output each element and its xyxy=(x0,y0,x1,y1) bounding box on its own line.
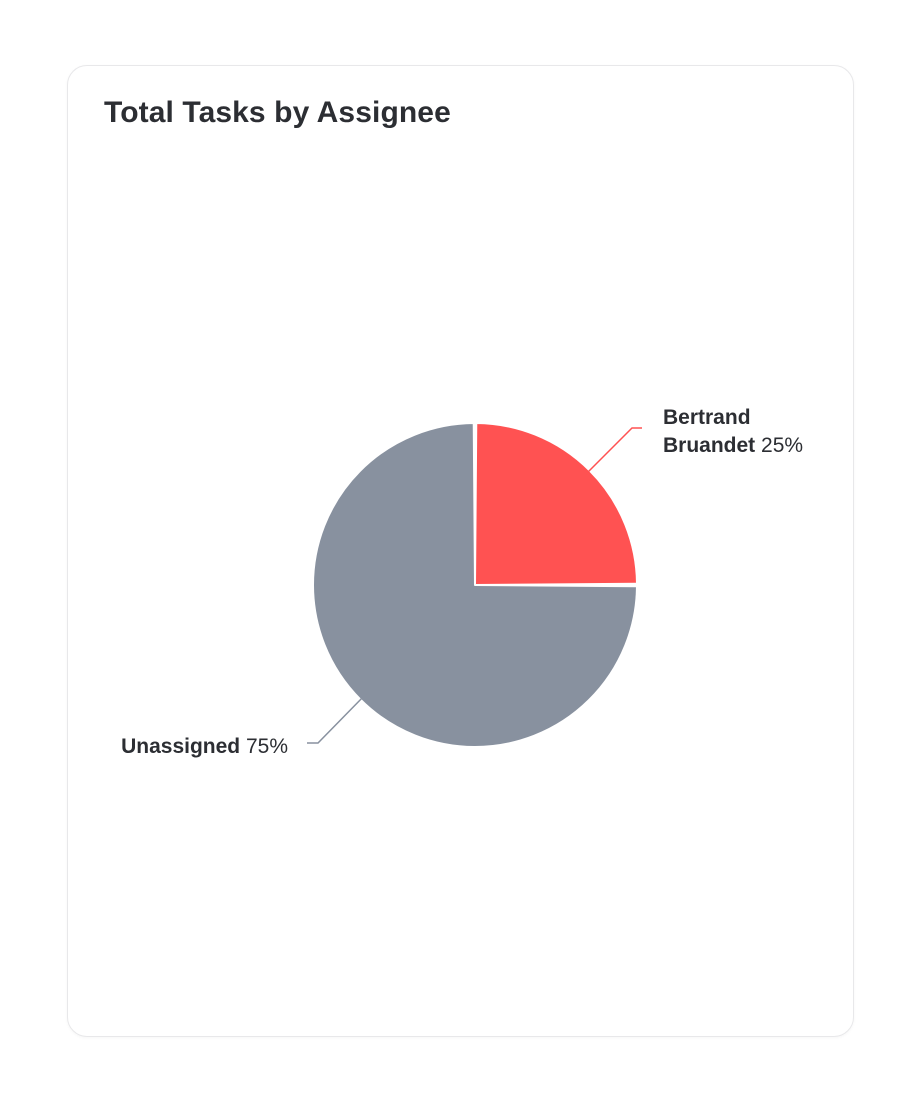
slice-label-name: Bruandet xyxy=(663,434,755,457)
slice-label-2: Unassigned 75% xyxy=(121,735,288,758)
chart-title: Total Tasks by Assignee xyxy=(104,96,451,129)
leader-line-2 xyxy=(307,693,367,744)
slice-label-percent: 25% xyxy=(755,434,803,457)
slice-label-1: Bertrand Bruandet 25% xyxy=(663,406,803,457)
slice-label-percent: 75% xyxy=(240,735,288,758)
leader-line-1 xyxy=(583,427,642,477)
slice-label-name: Unassigned xyxy=(121,735,240,758)
slice-labels: Bertrand Bruandet 25% Unassigned 75% xyxy=(121,406,803,758)
leader-lines xyxy=(307,427,642,744)
slice-label-name: Bertrand xyxy=(663,406,751,429)
